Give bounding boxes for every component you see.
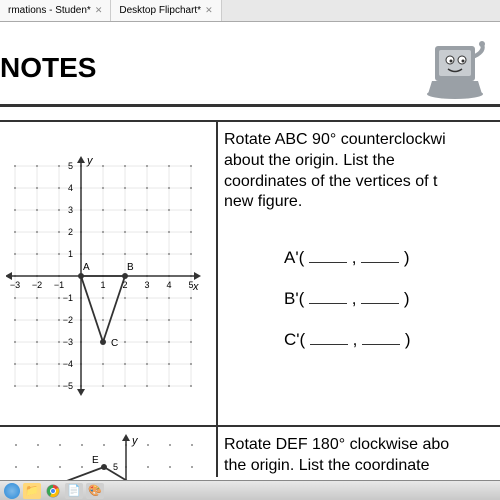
tab-1[interactable]: rmations - Studen* ✕ [0,0,111,21]
svg-text:3: 3 [67,205,72,215]
tab-2[interactable]: Desktop Flipchart* ✕ [111,0,221,21]
instruction-line: coordinates of the vertices of t [224,172,494,193]
svg-text:y: y [86,155,94,167]
browser-tabs: rmations - Studen* ✕ Desktop Flipchart* … [0,0,500,22]
svg-text:A: A [83,262,90,273]
tab-2-label: Desktop Flipchart* [119,5,201,16]
instruction-line: the origin. List the coordinate [224,456,494,477]
svg-text:1: 1 [100,280,105,290]
problem-2-row: y 5 E Rotate DEF 180° clockwise abo the or… [0,427,500,477]
page-title: NOTES [0,52,96,84]
svg-text:−5: −5 [62,381,72,391]
instruction-line: Rotate ABC 90° counterclockwi [224,130,494,151]
svg-text:x: x [192,281,199,293]
taskbar: 📁 📄 🎨 [0,480,500,500]
svg-text:5: 5 [67,161,72,171]
svg-text:2: 2 [67,227,72,237]
problem-2-text: Rotate DEF 180° clockwise abo the origin… [218,427,500,477]
app-icon[interactable]: 📄 [65,483,83,499]
svg-text:y: y [131,435,139,447]
svg-text:−1: −1 [62,293,72,303]
instruction-line: about the origin. List the [224,151,494,172]
tab-1-close-icon[interactable]: ✕ [95,5,103,16]
svg-text:−2: −2 [62,315,72,325]
vertex-b-answer: B'( , ) [284,279,494,320]
svg-text:4: 4 [166,280,171,290]
chrome-icon[interactable] [44,483,62,499]
svg-text:3: 3 [144,280,149,290]
tab-2-close-icon[interactable]: ✕ [205,5,213,16]
svg-text:B: B [127,262,134,273]
paint-icon[interactable]: 🎨 [86,483,104,499]
svg-text:C: C [111,338,118,349]
svg-text:1: 1 [67,249,72,259]
svg-text:4: 4 [67,183,72,193]
vertex-c-answer: C'( , ) [284,320,494,361]
coordinate-grid-2: y 5 E [6,432,211,482]
svg-text:−3: −3 [9,280,19,290]
svg-text:−3: −3 [62,337,72,347]
problem-1-graph-cell: 11−122−233−344−455−5−1−2−3xyABC [0,122,218,425]
document-area: NOTES 11−122−233−344−455−5−1−2−3xyABC Ro… [0,22,500,480]
header-band: NOTES [0,22,500,107]
instruction-line: new figure. [224,192,494,213]
problem-1-text: Rotate ABC 90° counterclockwi about the … [218,122,500,425]
vertex-a-answer: A'( , ) [284,238,494,279]
coordinate-grid-1: 11−122−233−344−455−5−1−2−3xyABC [6,127,211,425]
explorer-icon[interactable]: 📁 [23,483,41,499]
svg-text:E: E [92,455,99,466]
start-button-icon[interactable] [4,483,20,499]
svg-text:5: 5 [112,462,117,472]
instruction-line: Rotate DEF 180° clockwise abo [224,435,494,456]
coordinate-answers: A'( , ) B'( , ) C'( , ) [224,238,494,360]
svg-text:−4: −4 [62,359,72,369]
tab-1-label: rmations - Studen* [8,5,91,16]
divider [0,107,500,122]
problem-2-graph-cell: y 5 E [0,427,218,477]
laptop-cartoon-icon [420,36,490,101]
svg-text:−1: −1 [53,280,63,290]
svg-text:−2: −2 [31,280,41,290]
problem-1-row: 11−122−233−344−455−5−1−2−3xyABC Rotate A… [0,122,500,427]
